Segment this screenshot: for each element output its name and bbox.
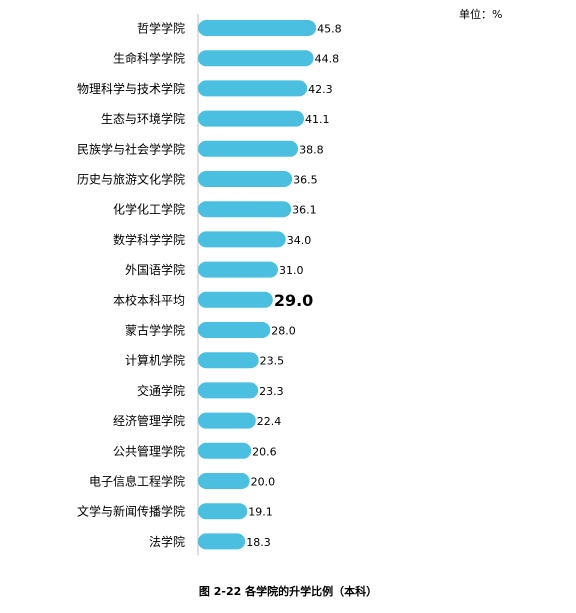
bar: [198, 352, 259, 369]
category-label: 数学科学学院: [113, 232, 185, 247]
category-label: 经济管理学院: [113, 413, 185, 428]
value-label: 28.0: [271, 325, 296, 338]
value-label: 23.5: [260, 355, 285, 368]
bar: [198, 231, 286, 248]
value-label: 20.6: [252, 445, 277, 458]
category-label: 文学与新闻传播学院: [77, 504, 185, 519]
category-label: 本校本科平均: [113, 292, 185, 307]
bar: [198, 80, 308, 97]
category-label: 外国语学院: [125, 262, 185, 277]
category-label: 生态与环境学院: [101, 111, 185, 126]
bar: [198, 412, 256, 429]
bar: [198, 201, 292, 218]
value-label: 18.3: [246, 536, 270, 549]
category-label: 生命科学学院: [113, 51, 185, 66]
value-label: 36.5: [293, 174, 318, 187]
value-label: 29.0: [274, 291, 313, 310]
category-label: 蒙古学学院: [125, 323, 185, 338]
bar: [198, 533, 246, 550]
category-label: 哲学学院: [137, 21, 185, 36]
bar: [198, 322, 271, 338]
bar: [198, 503, 248, 520]
value-label: 23.3: [259, 385, 284, 398]
category-label: 历史与旅游文化学院: [77, 172, 185, 187]
bar: [198, 140, 299, 157]
unit-label: 单位：%: [459, 8, 503, 21]
category-label: 计算机学院: [125, 353, 185, 368]
value-label: 45.8: [317, 23, 342, 36]
bar: [198, 291, 273, 308]
category-label: 交通学院: [137, 383, 185, 398]
bar: [198, 473, 250, 489]
bar: [198, 171, 293, 187]
category-label: 公共管理学院: [113, 443, 185, 458]
bar: [198, 20, 317, 36]
bar: [198, 442, 252, 459]
bar: [198, 261, 278, 278]
value-label: 20.0: [251, 476, 276, 489]
value-label: 31.0: [279, 264, 304, 277]
value-label: 42.3: [308, 83, 333, 96]
bar: [198, 50, 314, 67]
category-label: 化学化工学院: [113, 202, 185, 217]
category-label: 电子信息工程学院: [89, 474, 185, 489]
value-label: 36.1: [292, 204, 317, 217]
category-label: 物理科学与技术学院: [77, 81, 185, 96]
value-label: 19.1: [248, 506, 273, 519]
value-label: 34.0: [287, 234, 312, 247]
value-label: 41.1: [305, 113, 330, 126]
value-label: 38.8: [299, 143, 324, 156]
bar: [198, 382, 259, 399]
bar: [198, 110, 305, 127]
category-label: 法学院: [149, 534, 185, 549]
figure-caption: 图 2-22 各学院的升学比例（本科）: [198, 585, 378, 598]
value-label: 44.8: [315, 53, 340, 66]
category-label: 民族学与社会学学院: [77, 141, 185, 156]
value-label: 22.4: [257, 415, 282, 428]
